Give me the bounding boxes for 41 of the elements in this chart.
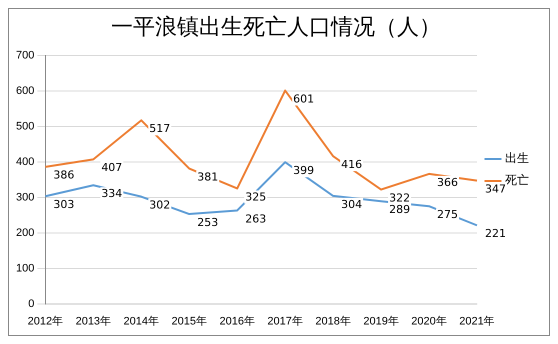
data-label: 601 bbox=[293, 92, 314, 106]
data-label: 416 bbox=[341, 158, 362, 172]
data-label: 263 bbox=[245, 212, 266, 226]
y-tick-label: 100 bbox=[16, 262, 34, 274]
data-label: 325 bbox=[245, 190, 266, 204]
data-label: 517 bbox=[149, 122, 170, 136]
data-label: 322 bbox=[389, 191, 410, 204]
x-tick-label: 2018年 bbox=[315, 315, 351, 328]
x-tick-label: 2015年 bbox=[171, 315, 207, 328]
chart-title: 一平浪镇出生死亡人口情况（人） bbox=[111, 14, 441, 40]
x-tick-label: 2019年 bbox=[363, 315, 399, 328]
legend-label: 出生 bbox=[505, 151, 529, 166]
y-tick-label: 600 bbox=[16, 84, 34, 97]
data-label: 302 bbox=[149, 198, 170, 212]
x-tick-label: 2013年 bbox=[76, 315, 112, 328]
x-tick-label: 2020年 bbox=[411, 315, 447, 328]
y-tick-label: 200 bbox=[16, 226, 34, 239]
y-tick-label: 500 bbox=[16, 120, 34, 132]
data-label: 221 bbox=[485, 227, 506, 240]
y-tick-label: 300 bbox=[16, 191, 34, 204]
x-tick-label: 2017年 bbox=[267, 315, 303, 328]
y-tick-label: 700 bbox=[16, 49, 34, 62]
data-label: 381 bbox=[197, 170, 218, 184]
data-label: 407 bbox=[101, 161, 122, 174]
x-tick-label: 2012年 bbox=[28, 315, 64, 328]
y-tick-label: 0 bbox=[28, 298, 34, 310]
data-label: 386 bbox=[53, 168, 74, 182]
data-label: 275 bbox=[437, 208, 458, 222]
x-tick-label: 2016年 bbox=[219, 315, 255, 328]
data-label: 253 bbox=[197, 216, 218, 229]
text: 死亡 bbox=[505, 173, 529, 188]
x-tick-label: 2014年 bbox=[124, 315, 160, 328]
y-tick-label: 400 bbox=[16, 156, 34, 168]
data-label: 347 bbox=[485, 182, 506, 196]
data-label: 303 bbox=[53, 198, 74, 212]
data-label: 399 bbox=[293, 164, 314, 178]
data-label: 366 bbox=[437, 176, 458, 189]
data-label: 334 bbox=[101, 187, 122, 200]
x-tick-label: 2021年 bbox=[459, 315, 495, 328]
data-label: 289 bbox=[389, 203, 410, 216]
data-label: 304 bbox=[341, 198, 362, 211]
